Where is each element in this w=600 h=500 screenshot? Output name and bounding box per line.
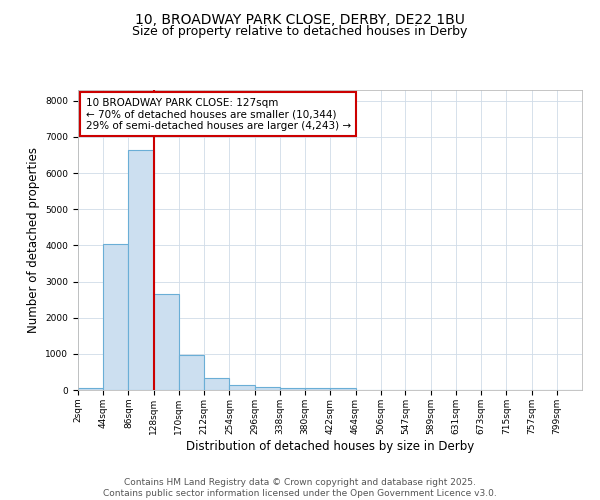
Bar	[254, 387, 280, 390]
Text: Contains HM Land Registry data © Crown copyright and database right 2025.
Contai: Contains HM Land Registry data © Crown c…	[103, 478, 497, 498]
Bar	[204, 378, 229, 390]
Text: 10 BROADWAY PARK CLOSE: 127sqm
← 70% of detached houses are smaller (10,344)
29%: 10 BROADWAY PARK CLOSE: 127sqm ← 70% of …	[86, 98, 350, 130]
Y-axis label: Number of detached properties: Number of detached properties	[27, 147, 40, 333]
Bar	[128, 150, 154, 390]
Bar	[280, 388, 305, 390]
Text: Size of property relative to detached houses in Derby: Size of property relative to detached ho…	[133, 25, 467, 38]
Bar	[154, 294, 179, 390]
Bar	[103, 244, 128, 390]
Text: 10, BROADWAY PARK CLOSE, DERBY, DE22 1BU: 10, BROADWAY PARK CLOSE, DERBY, DE22 1BU	[135, 12, 465, 26]
Bar	[229, 386, 254, 390]
Bar	[179, 354, 204, 390]
X-axis label: Distribution of detached houses by size in Derby: Distribution of detached houses by size …	[186, 440, 474, 452]
Bar	[331, 388, 356, 390]
Bar	[78, 388, 103, 390]
Bar	[305, 388, 331, 390]
